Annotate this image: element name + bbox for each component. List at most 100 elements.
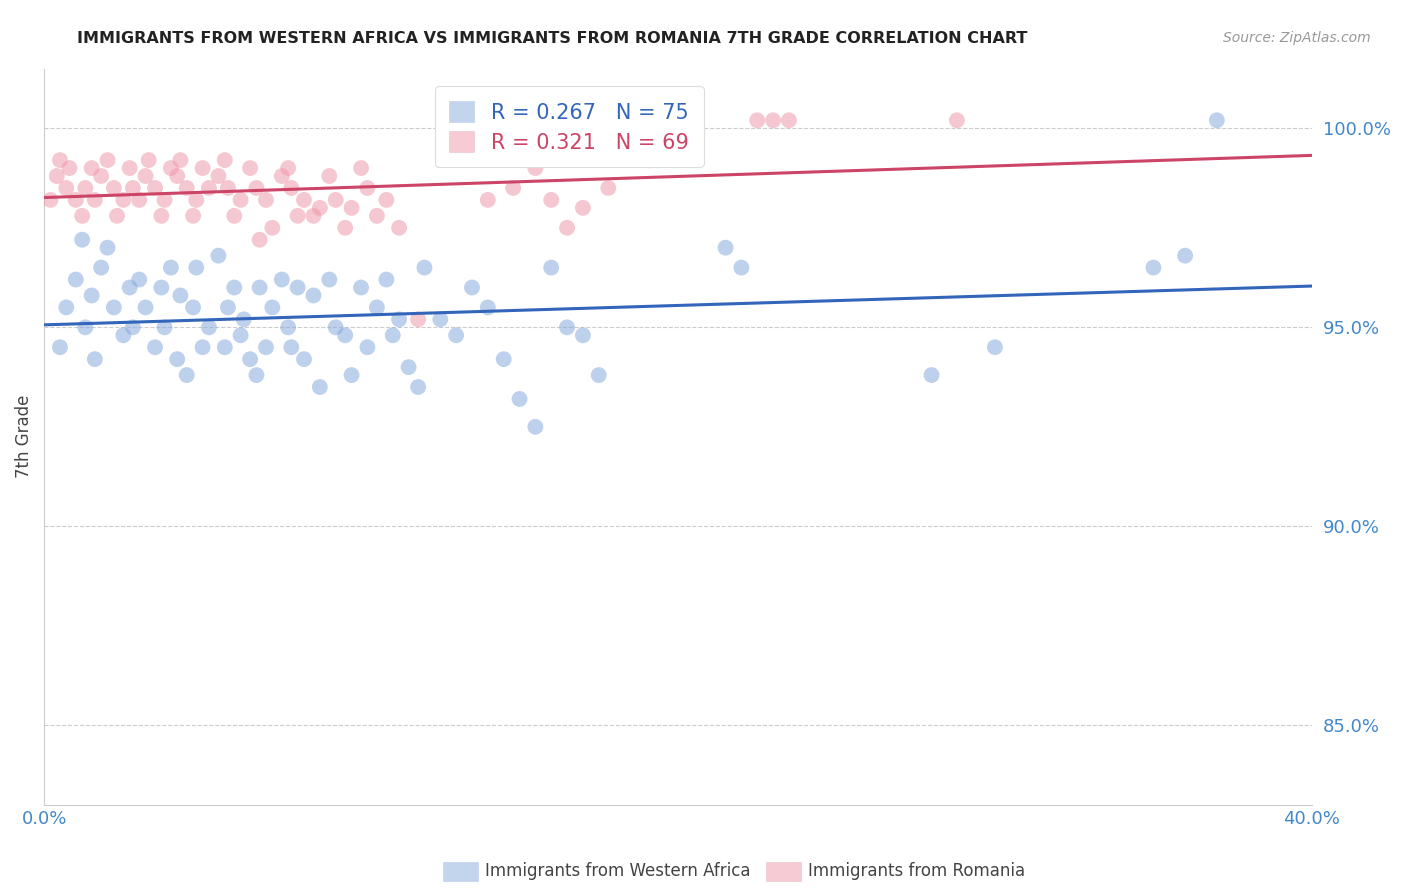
Point bbox=[340, 201, 363, 215]
Text: IMMIGRANTS FROM WESTERN AFRICA VS IMMIGRANTS FROM ROMANIA 7TH GRADE CORRELATION : IMMIGRANTS FROM WESTERN AFRICA VS IMMIGR… bbox=[77, 31, 1028, 46]
Point bbox=[375, 193, 398, 207]
Point bbox=[287, 280, 309, 294]
Point bbox=[186, 260, 208, 275]
Point bbox=[83, 193, 105, 207]
Point bbox=[524, 420, 547, 434]
Point bbox=[83, 352, 105, 367]
Point bbox=[555, 320, 578, 334]
Point bbox=[747, 113, 769, 128]
Point bbox=[524, 161, 547, 175]
Point bbox=[112, 193, 135, 207]
Point bbox=[169, 288, 191, 302]
Point bbox=[198, 320, 221, 334]
Point bbox=[103, 301, 125, 315]
Point bbox=[153, 320, 176, 334]
Point bbox=[214, 153, 236, 167]
Point bbox=[224, 209, 246, 223]
Point bbox=[80, 288, 103, 302]
Point bbox=[121, 181, 143, 195]
Point bbox=[714, 241, 737, 255]
Point bbox=[96, 241, 118, 255]
Y-axis label: 7th Grade: 7th Grade bbox=[15, 395, 32, 478]
Point bbox=[103, 181, 125, 195]
Point bbox=[80, 161, 103, 175]
Point bbox=[308, 380, 330, 394]
Point bbox=[413, 260, 436, 275]
Text: Immigrants from Romania: Immigrants from Romania bbox=[808, 863, 1025, 880]
Point bbox=[55, 181, 77, 195]
Text: Source: ZipAtlas.com: Source: ZipAtlas.com bbox=[1223, 31, 1371, 45]
Point bbox=[335, 328, 357, 343]
Point bbox=[239, 352, 262, 367]
Point bbox=[1174, 249, 1197, 263]
Point bbox=[229, 328, 252, 343]
Point bbox=[280, 340, 302, 354]
Legend: R = 0.267   N = 75, R = 0.321   N = 69: R = 0.267 N = 75, R = 0.321 N = 69 bbox=[434, 87, 703, 167]
Point bbox=[318, 169, 340, 183]
Point bbox=[277, 320, 299, 334]
Point bbox=[65, 193, 87, 207]
Point bbox=[350, 161, 373, 175]
Point bbox=[49, 340, 72, 354]
Point bbox=[198, 181, 221, 195]
Point bbox=[166, 169, 188, 183]
Point bbox=[45, 169, 67, 183]
Point bbox=[1142, 260, 1164, 275]
Point bbox=[270, 169, 292, 183]
Point bbox=[207, 169, 229, 183]
Point bbox=[176, 181, 198, 195]
Point bbox=[191, 161, 214, 175]
Point bbox=[75, 181, 97, 195]
Point bbox=[302, 288, 325, 302]
Point bbox=[984, 340, 1007, 354]
Point bbox=[335, 220, 357, 235]
Point bbox=[150, 209, 173, 223]
Point bbox=[730, 260, 752, 275]
Point bbox=[502, 181, 524, 195]
Point bbox=[492, 352, 515, 367]
Point bbox=[105, 209, 128, 223]
Point bbox=[461, 280, 484, 294]
Point bbox=[277, 161, 299, 175]
Point bbox=[366, 209, 388, 223]
Point bbox=[214, 340, 236, 354]
Point bbox=[58, 161, 80, 175]
Point bbox=[70, 209, 93, 223]
Point bbox=[292, 352, 315, 367]
Point bbox=[477, 193, 499, 207]
Point bbox=[112, 328, 135, 343]
Point bbox=[90, 260, 112, 275]
Point bbox=[128, 193, 150, 207]
Point bbox=[135, 169, 157, 183]
Point bbox=[921, 368, 943, 383]
Point bbox=[135, 301, 157, 315]
Point bbox=[75, 320, 97, 334]
Point bbox=[143, 340, 166, 354]
Point bbox=[153, 193, 176, 207]
Point bbox=[540, 260, 562, 275]
Point bbox=[1205, 113, 1227, 128]
Point bbox=[444, 328, 467, 343]
Point bbox=[429, 312, 451, 326]
Point bbox=[572, 328, 595, 343]
Point bbox=[128, 272, 150, 286]
Point bbox=[169, 153, 191, 167]
Point bbox=[356, 340, 378, 354]
Point bbox=[229, 193, 252, 207]
Point bbox=[176, 368, 198, 383]
Point bbox=[39, 193, 62, 207]
Point bbox=[138, 153, 160, 167]
Point bbox=[245, 181, 267, 195]
Point bbox=[356, 181, 378, 195]
Point bbox=[121, 320, 143, 334]
Point bbox=[96, 153, 118, 167]
Point bbox=[65, 272, 87, 286]
Point bbox=[292, 193, 315, 207]
Point bbox=[350, 280, 373, 294]
Point bbox=[90, 169, 112, 183]
Point bbox=[778, 113, 800, 128]
Point bbox=[340, 368, 363, 383]
Point bbox=[477, 301, 499, 315]
Point bbox=[217, 181, 239, 195]
Point bbox=[381, 328, 404, 343]
